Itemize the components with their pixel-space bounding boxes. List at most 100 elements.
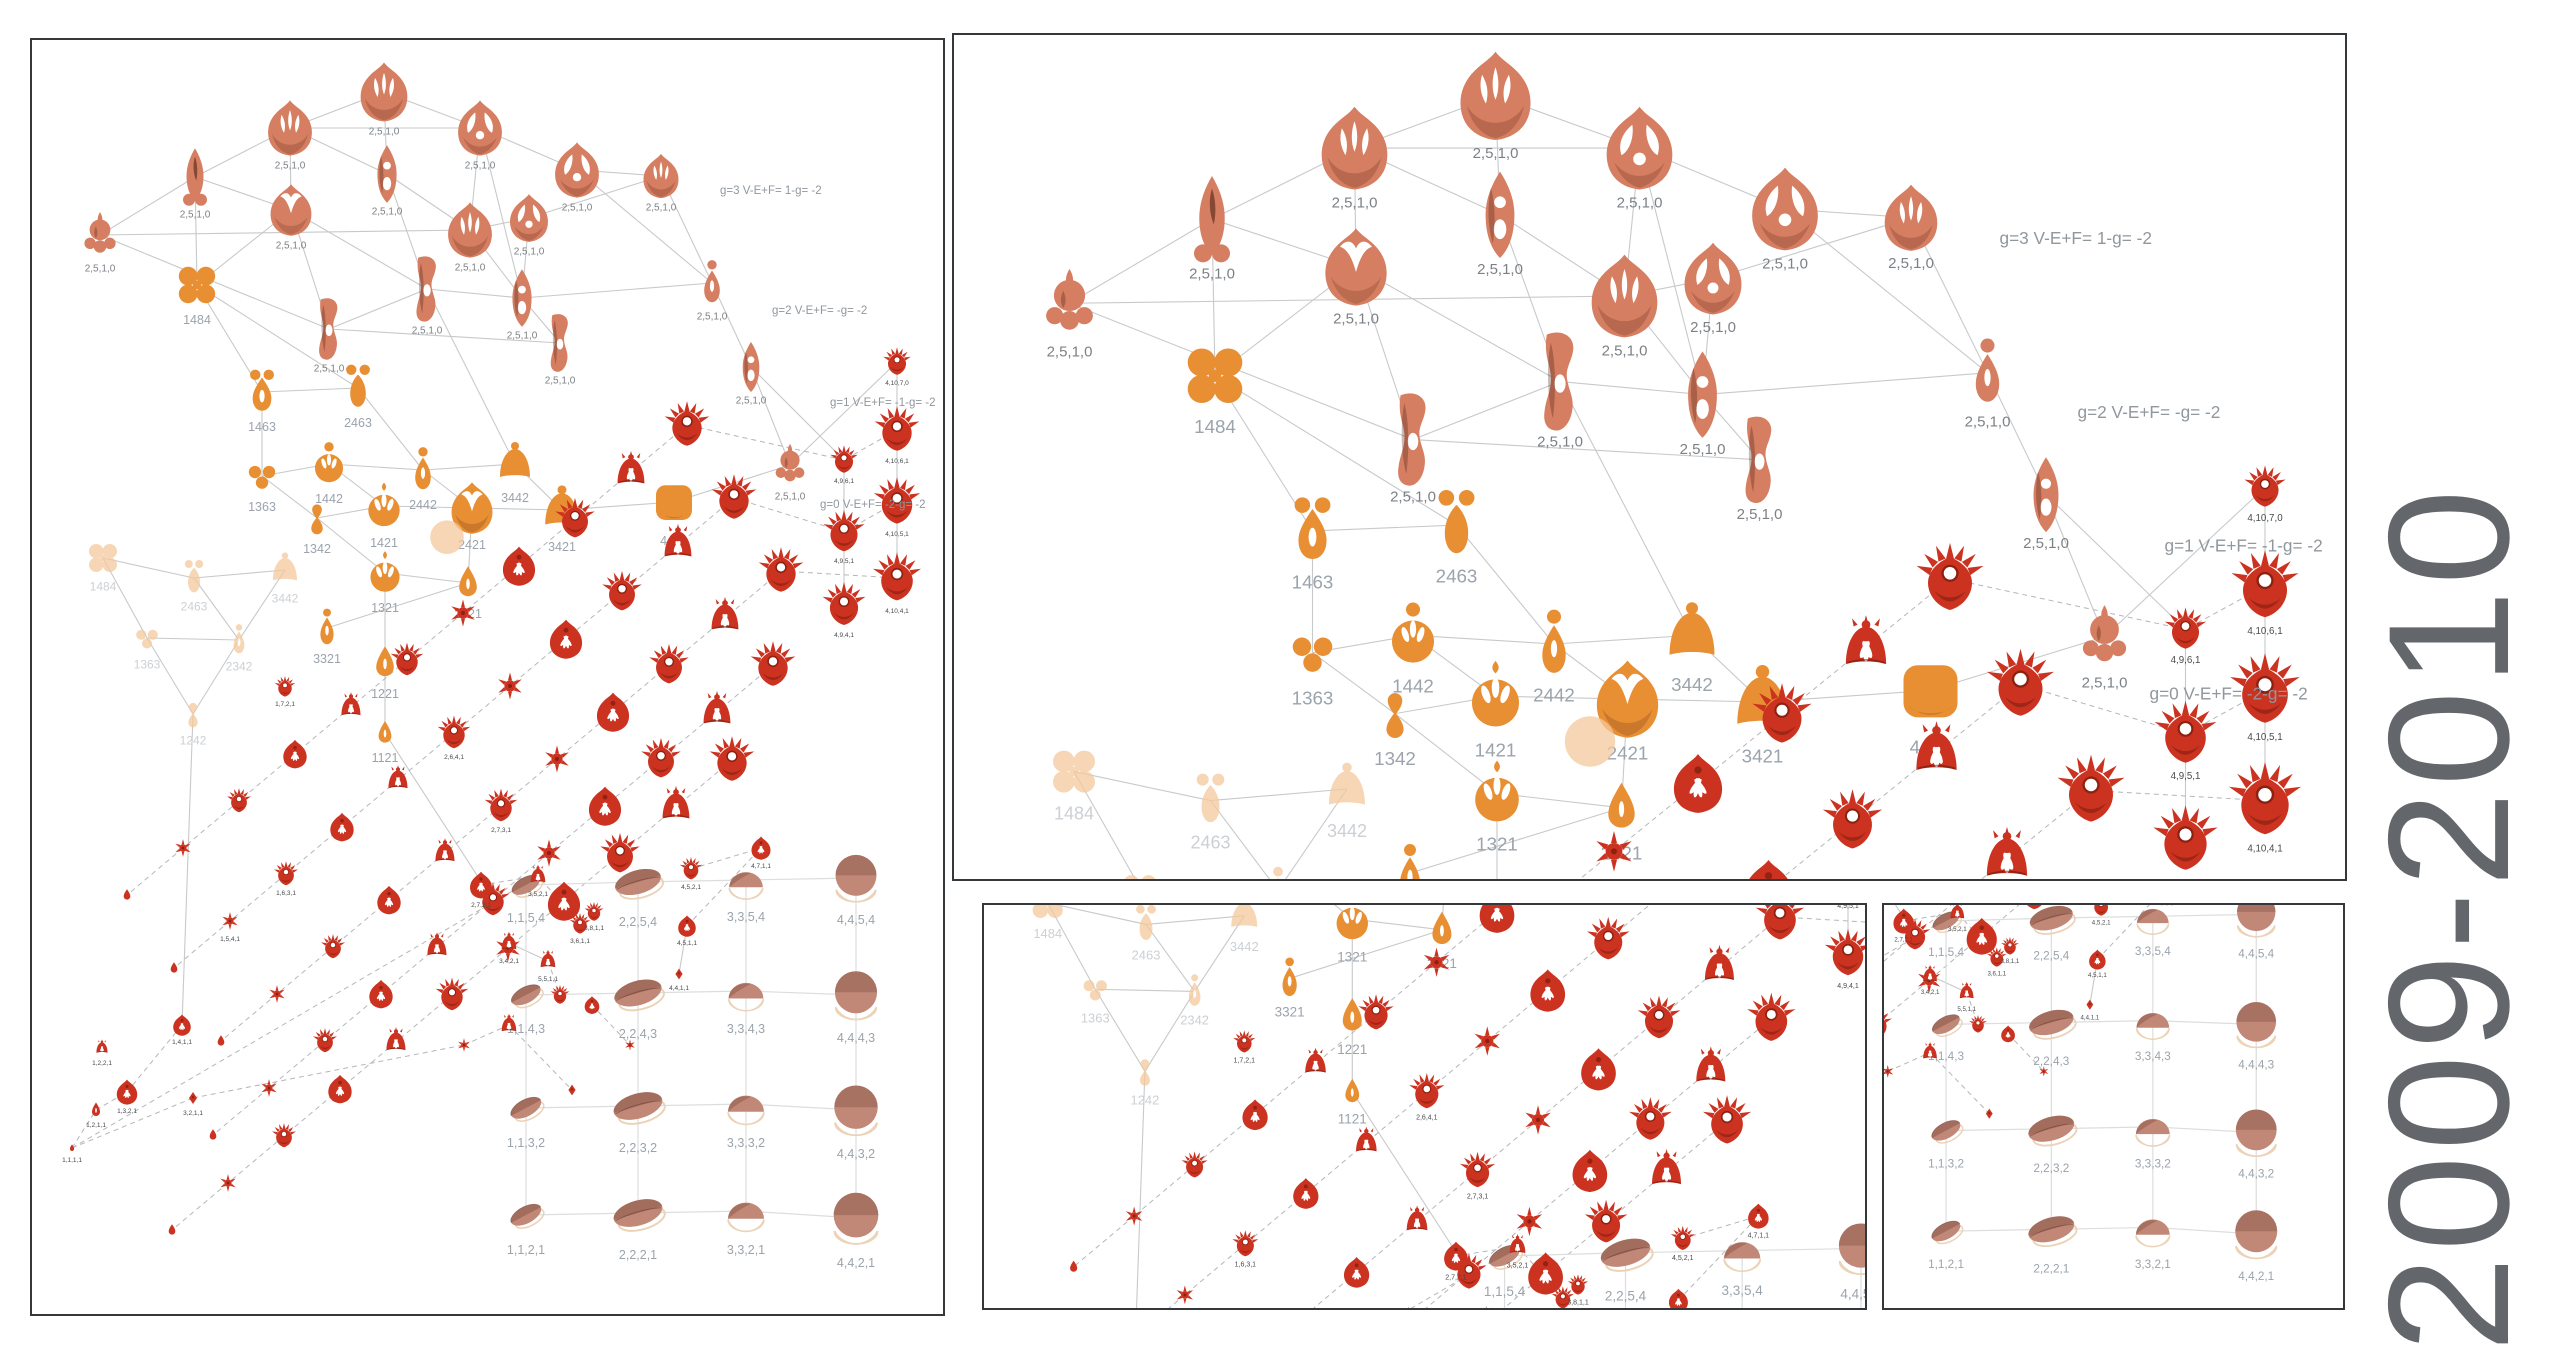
node-label: 4,4,3,2 <box>837 1147 875 1161</box>
node-label: 4,9,4,1 <box>2171 878 2201 879</box>
node-label: 4,4,2,1 <box>837 1256 875 1270</box>
node-label: g=2 V-E+F= -g= -2 <box>2078 402 2221 422</box>
node-label: 2,5,1,0 <box>736 396 767 407</box>
spike-shape-icon <box>544 745 570 773</box>
dot-shape-icon <box>209 1129 217 1140</box>
dropPod-shape-icon <box>1188 974 1201 1006</box>
red-node <box>1524 1105 1552 1135</box>
red-node-4-10-5-1: 4,10,5,1 <box>2228 653 2302 743</box>
drop-shape-icon <box>1432 911 1452 945</box>
shell-node-4-4-2-1: 4,4,2,1 <box>832 1191 880 1270</box>
onionRed-shape-icon <box>1444 1241 1468 1271</box>
panel-red-cluster-zoom: 1342142124213421442113212321332112211121… <box>982 903 1867 1310</box>
node-label: 3421 <box>548 540 576 554</box>
red-node-4-4-1-1: 4,4,1,1 <box>2081 999 2100 1022</box>
orange-node-1321: 1321 <box>370 551 400 615</box>
shell-node-3-3-5-4: 3,3,5,4 <box>727 871 765 924</box>
node-label: 1342 <box>303 542 331 556</box>
node-label: 2,7,2,1 <box>471 902 491 909</box>
red-node <box>536 839 562 867</box>
node-label: 2,5,1,0 <box>1617 194 1663 211</box>
edge-line <box>2185 585 2266 630</box>
shellD-shape-icon <box>832 1191 880 1245</box>
faded-node-2463: 2463 <box>181 560 208 614</box>
node-label: 2,7,3,1 <box>491 827 511 834</box>
shell-node-2-2-2-1: 2,2,2,1 <box>609 1192 669 1262</box>
red-node <box>1397 1306 1420 1308</box>
bellRed-shape-icon <box>501 931 517 950</box>
red-node <box>388 764 408 789</box>
shellB-shape-icon <box>2026 905 2079 940</box>
shell-node-2-2-4-3: 2,2,4,3 <box>610 973 668 1041</box>
edge-line <box>290 209 428 290</box>
salmon-node-2-5-1-0: 2,5,1,0 <box>1390 393 1436 506</box>
bellRed-shape-icon <box>341 691 361 716</box>
onionRed-shape-icon <box>1293 1178 1319 1209</box>
node-label: 1463 <box>1292 571 1334 592</box>
salmon-node-2-5-1-0: 2,5,1,0 <box>314 298 345 375</box>
flameH-shape-icon <box>2033 457 2059 533</box>
edge-line <box>1144 991 1196 1072</box>
node-label: 2,5,1,0 <box>1602 342 1648 359</box>
node-label: 3,4,2,1 <box>499 958 519 965</box>
bellRed-shape-icon <box>530 864 546 883</box>
shell-node-1-1-4-3: 1,1,4,3 <box>1928 1009 1966 1063</box>
onionRed-shape-icon <box>328 1074 352 1104</box>
node-label: 3,3,3,2 <box>2135 1157 2171 1170</box>
shell-node-4-4-4-3: 4,4,4,3 <box>834 970 878 1045</box>
red-node <box>283 739 307 769</box>
edge-line <box>1168 1294 1186 1308</box>
orange-node-2463: 2463 <box>344 364 372 430</box>
node-label: 1463 <box>248 420 276 434</box>
quad-shape-icon <box>1032 905 1063 918</box>
node-label: 1,6,3,1 <box>276 890 296 897</box>
faded-node-1363: 1363 <box>134 629 161 672</box>
starOnion-shape-icon <box>2056 754 2126 822</box>
bellRed-shape-icon <box>1844 614 1888 666</box>
red-node <box>386 1026 406 1051</box>
edge-line <box>1365 1091 1428 1143</box>
drop-shape-icon <box>378 720 392 743</box>
node-label: 1242 <box>180 734 207 748</box>
red-node-4-4-1-1: 4,4,1,1 <box>669 968 689 992</box>
onionB-shape-icon <box>458 100 502 156</box>
edge-line <box>1762 689 1931 703</box>
shellB-shape-icon <box>610 973 668 1017</box>
red-node <box>661 785 691 820</box>
edge-line <box>1779 916 1865 923</box>
year-label: 2009-2010 <box>2353 484 2545 1352</box>
trefoilPod-shape-icon <box>346 364 370 407</box>
red-node-3-5-2-1: 3,5,2,1 <box>1948 905 1967 933</box>
orange-node-1421: 1421 <box>368 482 400 550</box>
shellC-shape-icon <box>727 1201 765 1233</box>
red-node-4-10-6-1: 4,10,6,1 <box>873 406 921 465</box>
edge-line <box>193 577 240 641</box>
edge-line <box>1069 302 1414 441</box>
red-node <box>1242 1099 1268 1131</box>
red-node-3-8-1-1: 3,8,1,1 <box>1567 1274 1589 1306</box>
onionB-shape-icon <box>1752 167 1818 251</box>
node-label: 1242 <box>1131 1092 1160 1107</box>
dropPod-shape-icon <box>415 447 431 490</box>
salmon-node-2-5-1-0: 2,5,1,0 <box>1189 175 1235 282</box>
salmon-node-2-5-1-0: 2,5,1,0 <box>458 100 502 172</box>
node-label: 4,9,5,1 <box>1837 905 1859 910</box>
note-node-g-2-V-E-F-g-2: g=2 V-E+F= -g= -2 <box>772 305 867 317</box>
orange-node-1463: 1463 <box>1292 497 1334 592</box>
dropBall-shape-icon <box>1391 602 1435 663</box>
bellRed-shape-icon <box>1922 1041 1938 1059</box>
red-node <box>2056 754 2126 822</box>
red-node-1-5-4-1: 1,5,4,1 <box>1175 1285 1194 1305</box>
shell-node-4-4-4-3: 4,4,4,3 <box>2235 1001 2277 1072</box>
onion-shape-icon <box>1321 106 1388 190</box>
shellD-shape-icon <box>2235 1108 2278 1158</box>
node-label: 2,5,1,0 <box>697 312 728 323</box>
spike-shape-icon <box>221 912 239 930</box>
node-label: 3,8,1,1 <box>1567 1299 1589 1306</box>
dropPod-shape-icon <box>320 608 334 645</box>
red-node-1-7-2-1: 1,7,2,1 <box>1232 1030 1256 1064</box>
edge-line <box>220 993 278 1042</box>
salmon-node-2-5-1-0: 2,5,1,0 <box>1752 167 1818 272</box>
node-label: 2,5,1,0 <box>545 376 576 387</box>
edge-line <box>193 569 286 579</box>
